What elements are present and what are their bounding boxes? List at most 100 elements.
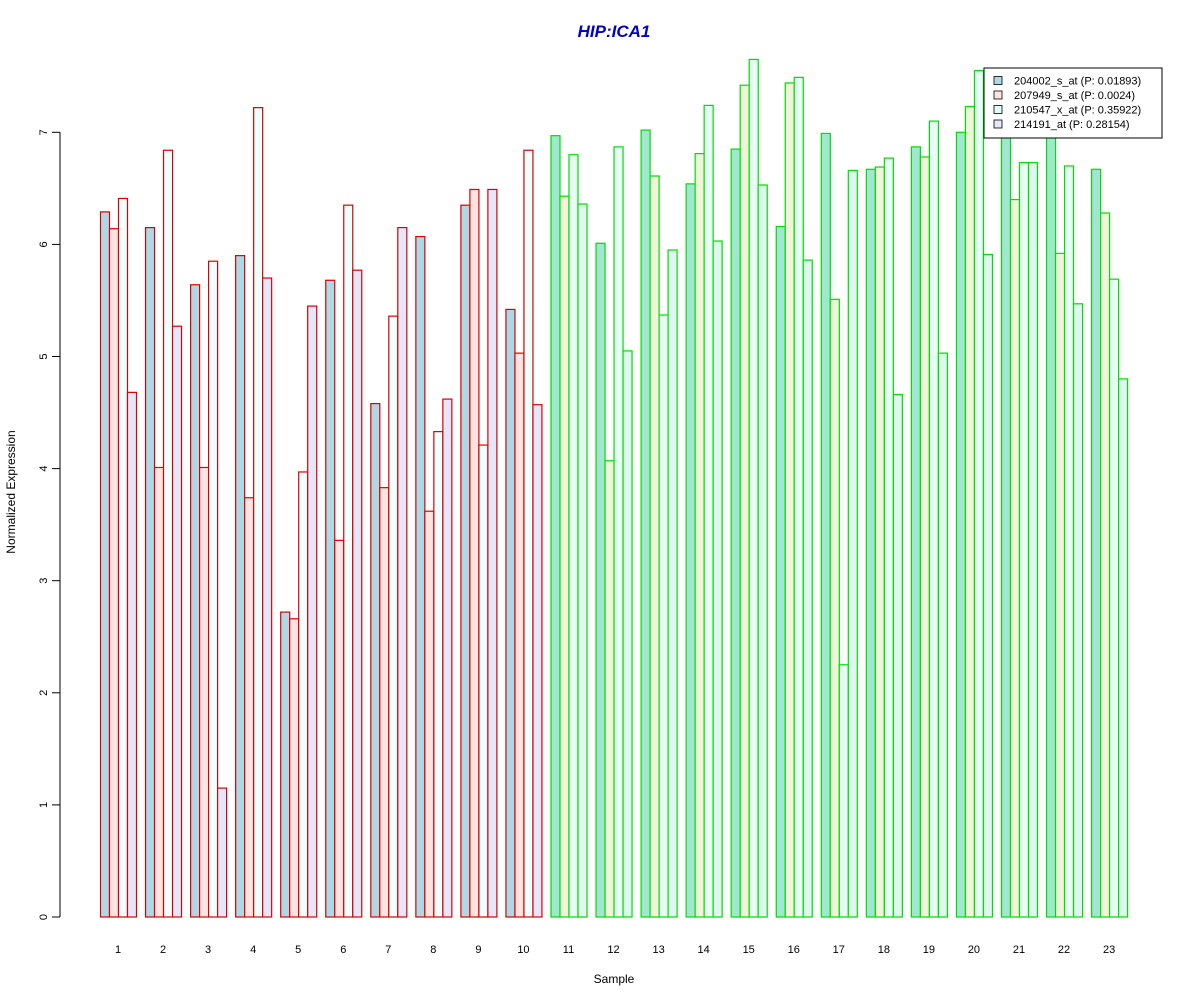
y-tick-label: 7 xyxy=(38,129,50,135)
bar xyxy=(613,146,624,918)
bar xyxy=(802,259,813,918)
bar xyxy=(793,76,804,918)
bar xyxy=(325,279,336,918)
bars-group xyxy=(99,58,1129,918)
bar xyxy=(955,131,967,918)
bar xyxy=(190,284,201,918)
x-tick-label: 19 xyxy=(923,944,935,956)
bar xyxy=(694,152,705,918)
x-tick-label: 7 xyxy=(385,944,391,956)
bar xyxy=(1027,161,1039,918)
bar xyxy=(685,183,696,918)
bar xyxy=(658,314,669,918)
bar xyxy=(1108,278,1120,918)
bar xyxy=(334,539,345,918)
bar xyxy=(649,175,660,918)
bar xyxy=(208,260,219,918)
bar xyxy=(478,444,489,918)
bar xyxy=(937,352,949,918)
legend-entry: 204002_s_at (P: 0.01893) xyxy=(1014,76,1141,88)
x-tick-label: 21 xyxy=(1013,944,1025,956)
legend-swatch xyxy=(993,76,1003,85)
bar xyxy=(919,156,931,918)
legend-entry: 207949_s_at (P: 0.0024) xyxy=(1014,90,1135,102)
bar xyxy=(640,129,651,918)
bar xyxy=(352,269,363,918)
x-axis: 1 2 3 4 5 6 7 8 9 10 11 12 13 14 15 16 17 18 19 20 21 22 23 xyxy=(115,944,1115,956)
bar xyxy=(775,225,786,918)
bar xyxy=(171,325,183,918)
bar xyxy=(892,394,903,918)
bar xyxy=(982,253,994,918)
bar xyxy=(577,203,588,918)
bar xyxy=(235,255,246,918)
bar xyxy=(568,154,579,918)
bar xyxy=(703,104,714,918)
bar xyxy=(910,146,922,918)
bar xyxy=(748,58,759,918)
x-axis-label: Sample xyxy=(594,972,635,986)
bar xyxy=(343,204,354,918)
bar xyxy=(153,466,165,918)
bar xyxy=(1054,252,1066,918)
bar xyxy=(1063,165,1075,918)
legend-swatch xyxy=(993,90,1003,100)
legend-entry: 214191_at (P: 0.28154) xyxy=(1014,119,1130,131)
bar xyxy=(928,120,940,918)
chart-title: HIP:ICA1 xyxy=(578,22,651,41)
bar xyxy=(712,240,723,918)
x-tick-label: 13 xyxy=(652,944,664,956)
bar xyxy=(523,149,534,918)
bar xyxy=(838,664,849,918)
bar xyxy=(883,157,894,918)
y-tick-label: 1 xyxy=(38,802,50,808)
x-tick-label: 1 xyxy=(115,944,121,956)
bar xyxy=(505,308,516,918)
bar xyxy=(460,204,471,918)
x-tick-label: 16 xyxy=(788,944,800,956)
bar xyxy=(199,466,210,918)
bar xyxy=(397,226,408,918)
y-tick-label: 2 xyxy=(38,690,50,696)
bar xyxy=(847,169,858,918)
bar xyxy=(424,510,435,918)
bar xyxy=(1072,303,1084,918)
bar xyxy=(532,404,543,918)
bar xyxy=(144,226,156,918)
x-tick-label: 18 xyxy=(878,944,890,956)
bar xyxy=(595,242,606,918)
y-tick-label: 0 xyxy=(38,914,50,920)
bar xyxy=(217,787,228,918)
legend-swatch xyxy=(993,105,1003,114)
x-tick-label: 4 xyxy=(250,944,256,956)
legend-entry: 210547_x_at (P: 0.35922) xyxy=(1014,105,1141,117)
bar xyxy=(126,391,138,918)
bar xyxy=(244,497,255,918)
x-tick-label: 23 xyxy=(1103,944,1115,956)
x-tick-label: 14 xyxy=(698,944,710,956)
bar xyxy=(730,148,741,918)
bar xyxy=(757,184,768,918)
x-tick-label: 22 xyxy=(1058,944,1070,956)
bar xyxy=(1117,378,1129,918)
bar xyxy=(433,431,444,918)
bar xyxy=(829,298,840,918)
x-tick-label: 9 xyxy=(475,944,481,956)
y-axis-label: Normalized Expression xyxy=(4,430,18,553)
bar xyxy=(514,352,525,918)
bar xyxy=(1099,212,1111,918)
bar xyxy=(99,211,111,918)
bar xyxy=(370,402,381,918)
bar xyxy=(874,166,885,918)
legend: 204002_s_at (P: 0.01893) 207949_s_at (P: … xyxy=(983,67,1163,139)
bar xyxy=(1009,198,1021,918)
bar xyxy=(307,305,318,918)
bar xyxy=(117,197,129,918)
x-tick-label: 12 xyxy=(607,944,619,956)
y-tick-label: 3 xyxy=(38,578,50,584)
bar xyxy=(469,188,480,918)
bar xyxy=(820,132,831,918)
bar xyxy=(739,84,750,918)
legend-box xyxy=(983,67,1163,139)
